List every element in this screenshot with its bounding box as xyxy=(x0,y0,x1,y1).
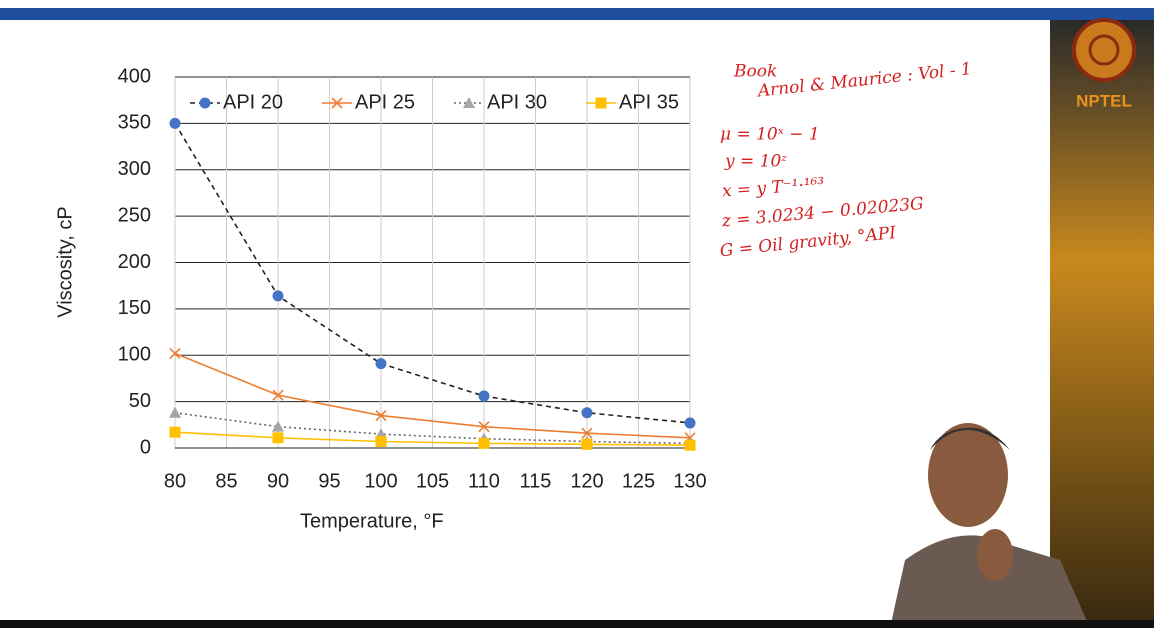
x-tick-label: 105 xyxy=(416,470,449,492)
legend-marker xyxy=(596,98,607,109)
data-point xyxy=(376,358,387,369)
data-point xyxy=(376,436,387,447)
y-tick-label: 300 xyxy=(118,158,151,180)
data-point xyxy=(685,417,696,428)
x-tick-label: 95 xyxy=(318,470,340,492)
data-point xyxy=(479,438,490,449)
x-axis-label: Temperature, °F xyxy=(300,510,444,532)
legend-label: API 35 xyxy=(619,91,679,113)
x-tick-label: 115 xyxy=(520,470,552,492)
data-point xyxy=(273,290,284,301)
page: {"logo": "NPTEL", "chart_data": {"type":… xyxy=(0,0,1154,628)
slide: NPTEL Temperature, °F Viscosity, cP 0 50 1… xyxy=(0,0,1154,628)
y-tick-label: 250 xyxy=(118,204,151,226)
legend-label: API 20 xyxy=(223,91,283,113)
y-tick-label: 350 xyxy=(118,112,151,134)
x-tick-label: 80 xyxy=(164,470,186,492)
y-tick-label: 100 xyxy=(118,344,151,366)
x-tick-label: 110 xyxy=(468,470,500,492)
annotation: y = 10ᶻ xyxy=(724,152,787,172)
x-tick-label: 100 xyxy=(364,470,397,492)
y-tick-label: 400 xyxy=(118,65,151,87)
presenter-hand xyxy=(977,529,1013,581)
x-tick-label: 125 xyxy=(622,470,655,492)
data-point xyxy=(685,440,696,451)
top-bar xyxy=(0,8,1154,20)
y-tick-label: 150 xyxy=(118,297,151,319)
legend-label: API 25 xyxy=(355,91,415,113)
data-point xyxy=(479,391,490,402)
x-tick-label: 90 xyxy=(267,470,289,492)
annotation: μ = 10ˣ − 1 xyxy=(720,125,820,145)
y-axis-label: Viscosity, cP xyxy=(54,206,76,318)
logo-text: NPTEL xyxy=(1076,91,1132,110)
y-tick-label: 0 xyxy=(140,436,151,458)
x-tick-label: 120 xyxy=(570,470,603,492)
y-tick-label: 200 xyxy=(118,251,151,273)
data-point xyxy=(582,439,593,450)
legend-marker xyxy=(200,98,211,109)
data-point xyxy=(582,407,593,418)
annotation: Book xyxy=(733,62,777,82)
data-point xyxy=(170,427,181,438)
x-tick-label: 85 xyxy=(215,470,237,492)
bottom-bar xyxy=(0,620,1154,628)
logo-emblem xyxy=(1074,20,1134,80)
data-point xyxy=(273,432,284,443)
data-point xyxy=(170,118,181,129)
legend-label: API 30 xyxy=(487,91,547,113)
x-tick-label: 130 xyxy=(673,470,706,492)
y-tick-label: 50 xyxy=(129,390,151,412)
